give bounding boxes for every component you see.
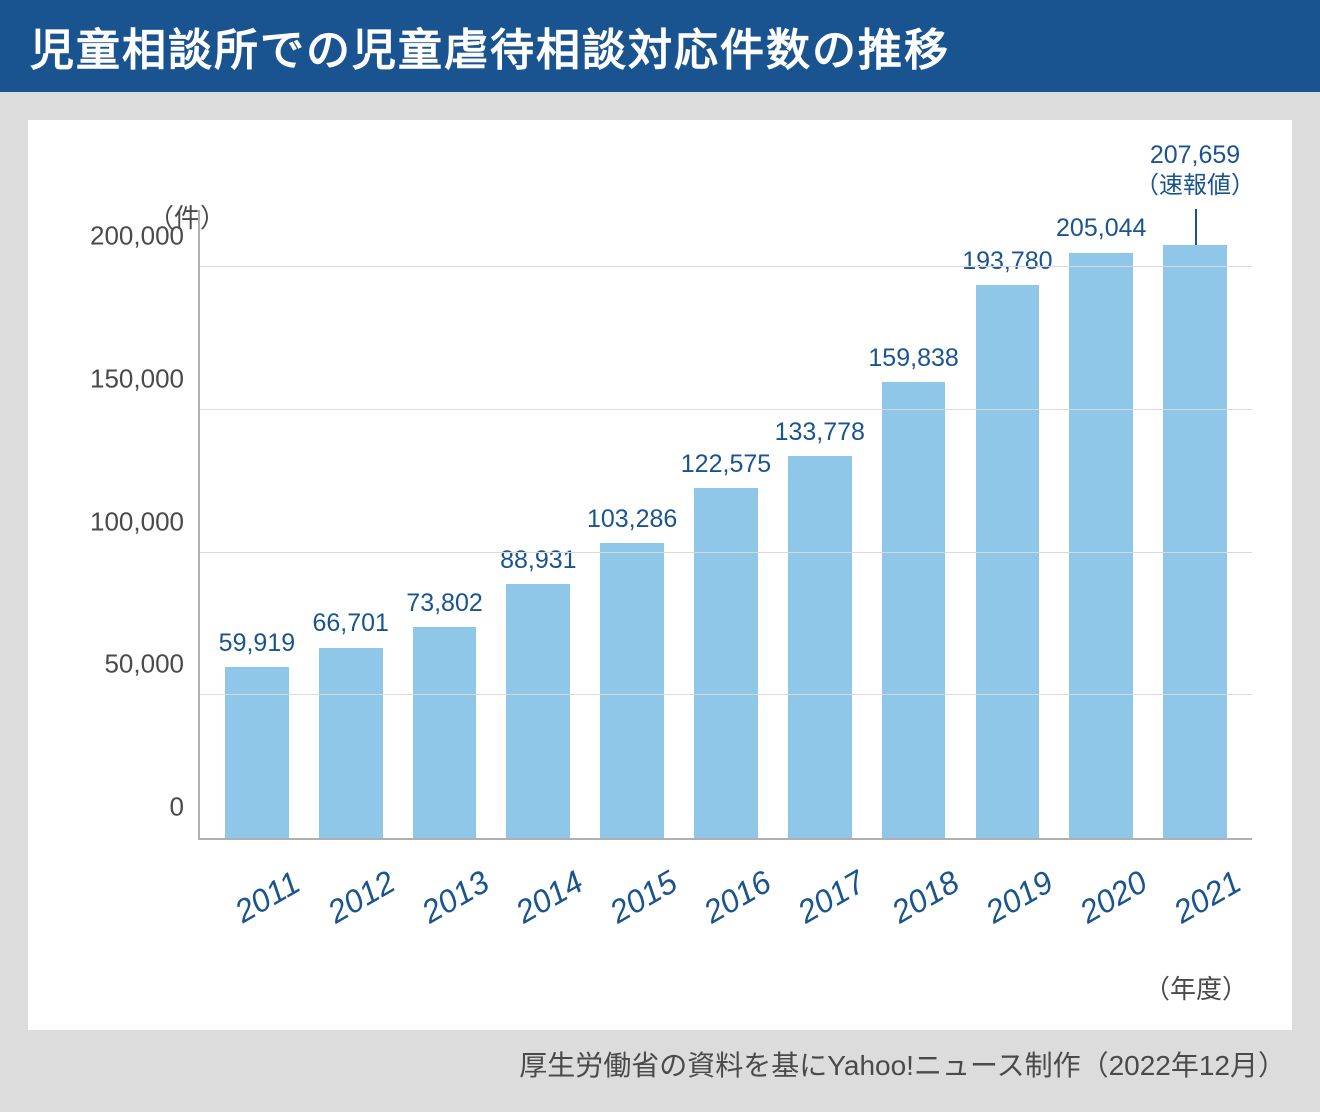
bar-value-label: 73,802 bbox=[406, 588, 482, 619]
x-tick-label: 2016 bbox=[681, 846, 788, 937]
y-tick-label: 50,000 bbox=[104, 649, 184, 680]
bar: 73,802 bbox=[413, 627, 477, 838]
source-caption: 厚生労働省の資料を基にYahoo!ニュース制作（2022年12月） bbox=[28, 1030, 1292, 1084]
x-axis-labels: 2011201220132014201520162017201820192020… bbox=[198, 850, 1252, 901]
x-tick-label: 2012 bbox=[305, 846, 412, 937]
plot-area: 59,91966,70173,80288,931103,286122,57513… bbox=[198, 210, 1252, 840]
x-tick-label: 2017 bbox=[775, 846, 882, 937]
bar: 103,286 bbox=[600, 543, 664, 838]
gridline bbox=[200, 266, 1252, 267]
gridline bbox=[200, 694, 1252, 695]
bar-value-label: 193,780 bbox=[962, 246, 1052, 277]
bar-slot: 159,838 bbox=[867, 210, 961, 838]
chart-card: （件） 59,91966,70173,80288,931103,286122,5… bbox=[28, 120, 1292, 1030]
bar: 207,659（速報値） bbox=[1163, 245, 1227, 838]
x-tick-label: 2013 bbox=[399, 846, 506, 937]
x-tick-label: 2019 bbox=[963, 846, 1070, 937]
x-axis-unit: （年度） bbox=[1144, 969, 1248, 1006]
bar-value-label: 59,919 bbox=[219, 628, 295, 659]
bar: 193,780 bbox=[976, 285, 1040, 838]
bar-slot: 59,919 bbox=[210, 210, 304, 838]
y-tick-label: 0 bbox=[170, 792, 184, 823]
x-tick-label: 2014 bbox=[493, 846, 600, 937]
chart-frame: （件） 59,91966,70173,80288,931103,286122,5… bbox=[0, 92, 1320, 1112]
y-tick-label: 200,000 bbox=[90, 221, 184, 252]
gridline bbox=[200, 552, 1252, 553]
bar: 159,838 bbox=[882, 382, 946, 838]
bar-slot: 103,286 bbox=[585, 210, 679, 838]
x-tick-label: 2021 bbox=[1151, 846, 1258, 937]
bar-slot: 88,931 bbox=[491, 210, 585, 838]
bar-value-note: （速報値） bbox=[1135, 171, 1255, 201]
x-tick-label: 2011 bbox=[211, 846, 318, 937]
x-tick-label: 2015 bbox=[587, 846, 694, 937]
bar: 205,044 bbox=[1069, 253, 1133, 838]
gridline bbox=[200, 409, 1252, 410]
bars-container: 59,91966,70173,80288,931103,286122,57513… bbox=[200, 210, 1252, 838]
bar-slot: 205,044 bbox=[1054, 210, 1148, 838]
page-title: 児童相談所での児童虐待相談対応件数の推移 bbox=[0, 0, 1320, 92]
bar-value-label: 66,701 bbox=[312, 608, 388, 639]
bar-slot: 73,802 bbox=[398, 210, 492, 838]
bar-slot: 122,575 bbox=[679, 210, 773, 838]
bar: 88,931 bbox=[506, 584, 570, 838]
bar-value-label: 205,044 bbox=[1056, 213, 1146, 244]
y-tick-label: 100,000 bbox=[90, 506, 184, 537]
bar-slot: 207,659（速報値） bbox=[1148, 210, 1242, 838]
bar-value-label: 207,659（速報値） bbox=[1135, 140, 1255, 201]
bar-value-label: 88,931 bbox=[500, 545, 576, 576]
bar: 59,919 bbox=[225, 667, 289, 838]
bar-slot: 66,701 bbox=[304, 210, 398, 838]
bar: 122,575 bbox=[694, 488, 758, 838]
bar-slot: 133,778 bbox=[773, 210, 867, 838]
bar-value-label: 133,778 bbox=[775, 417, 865, 448]
bar-slot: 193,780 bbox=[961, 210, 1055, 838]
x-tick-label: 2018 bbox=[869, 846, 976, 937]
callout-line bbox=[1195, 209, 1197, 245]
bar: 66,701 bbox=[319, 648, 383, 838]
bar-value-label: 122,575 bbox=[681, 449, 771, 480]
x-tick-label: 2020 bbox=[1057, 846, 1164, 937]
y-tick-label: 150,000 bbox=[90, 363, 184, 394]
bar: 133,778 bbox=[788, 456, 852, 838]
bar-value-label: 159,838 bbox=[868, 343, 958, 374]
bar-value-label: 103,286 bbox=[587, 504, 677, 535]
